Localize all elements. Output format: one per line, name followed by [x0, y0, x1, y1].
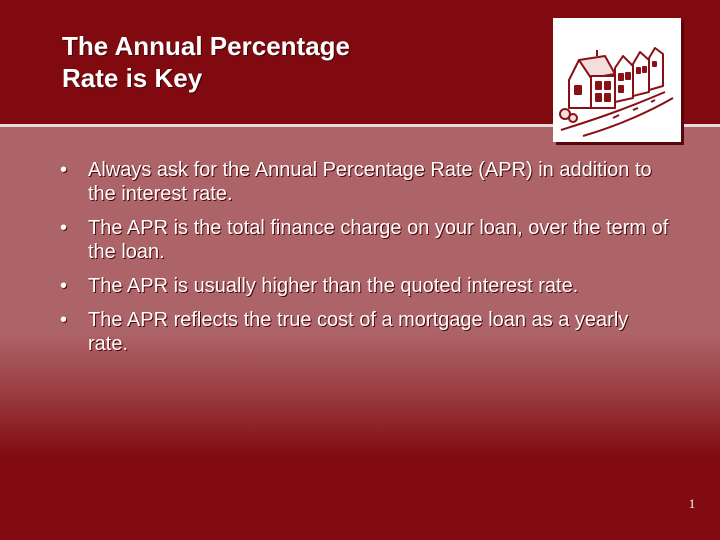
content-band — [0, 127, 720, 457]
bullet-text: The APR is usually higher than the quote… — [88, 275, 579, 297]
bullet-item: • Always ask for the Annual Percentage Ra… — [60, 158, 670, 206]
bullet-item: • The APR is the total finance charge on … — [60, 216, 670, 264]
bullet-text: The APR reflects the true cost of a mort… — [88, 309, 629, 355]
bullet-item: • The APR reflects the true cost of a mor… — [60, 308, 670, 356]
bullet-text: Always ask for the Annual Percentage Rat… — [88, 159, 652, 205]
bullet-dot: • — [60, 217, 68, 239]
bullet-dot: • — [60, 309, 68, 331]
street-houses-icon — [553, 18, 681, 142]
bullet-dot: • — [60, 159, 68, 181]
slide-title-line: Rate is Key — [62, 63, 203, 93]
bullet-dot: • — [60, 275, 68, 297]
bullet-item: • The APR is usually higher than the quot… — [60, 274, 670, 298]
page-number: 1 — [688, 496, 696, 511]
header-divider — [0, 124, 720, 127]
slide-title-line: The Annual Percentage — [62, 31, 350, 61]
slide-title: The Annual Percentage Rate is Key — [62, 30, 482, 94]
bullet-list: • Always ask for the Annual Percentage Ra… — [60, 158, 670, 366]
bullet-text: The APR is the total finance charge on y… — [88, 217, 669, 263]
